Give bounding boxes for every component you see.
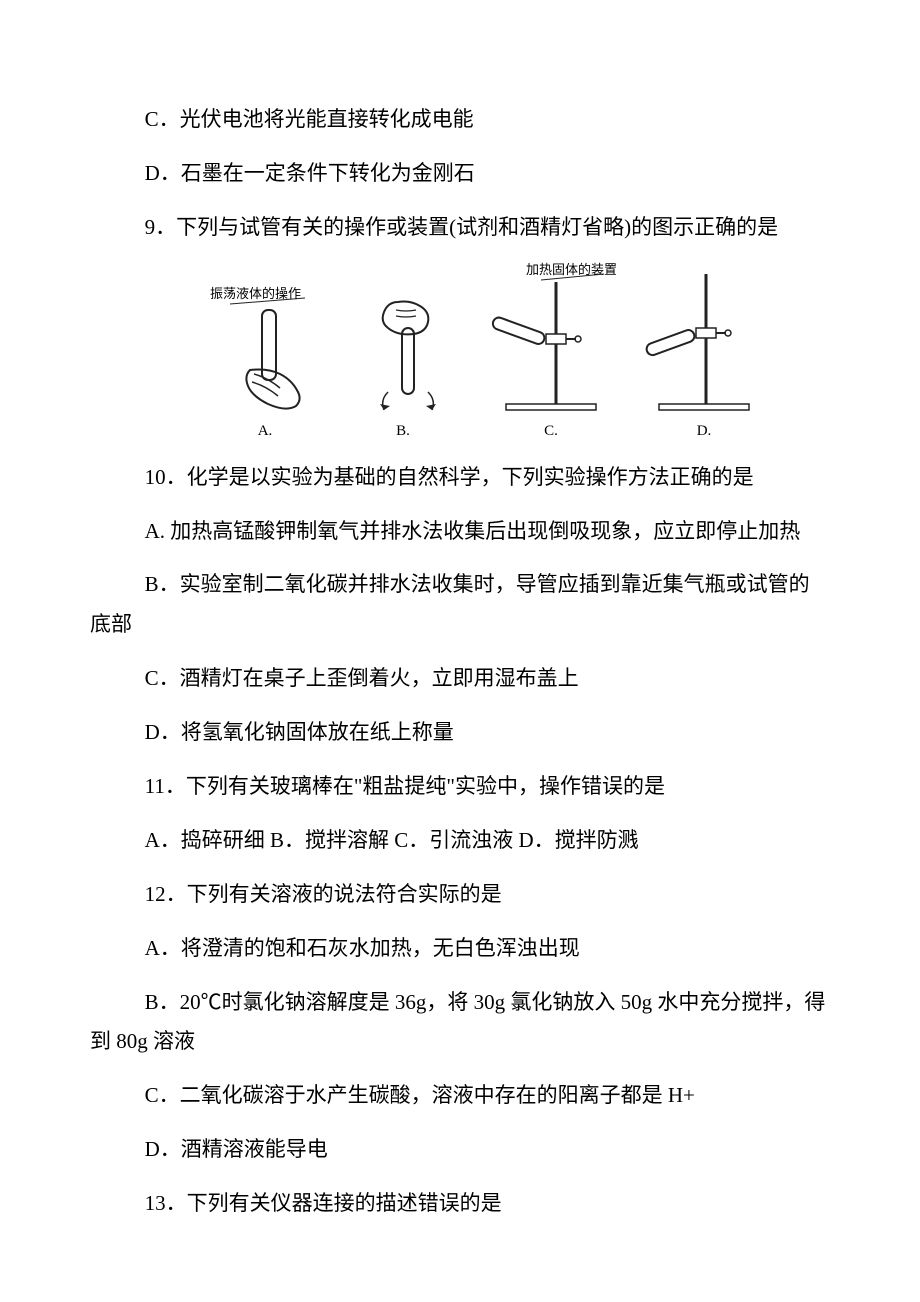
diagram-a: 振荡液体的操作 A. [210,282,320,440]
stand-clamp-tilt-icon [644,262,764,417]
q10-option-c: C．酒精灯在桌子上歪倒着火，立即用湿布盖上 [90,659,830,699]
stand-clamp-icon: 加热固体的装置 [486,262,616,417]
q12-option-b: B．20℃时氯化钠溶解度是 36g，将 30g 氯化钠放入 50g 水中充分搅拌… [90,983,830,1063]
q9-figure: 振荡液体的操作 A. [210,262,830,440]
q12-option-a: A．将澄清的饱和石灰水加热，无白色浑浊出现 [90,929,830,969]
diagram-d: D. [644,262,764,440]
diagram-c-label: C. [544,423,558,440]
diagram-row: 振荡液体的操作 A. [210,262,830,440]
diagram-b: B. [348,282,458,440]
q11-stem: 11．下列有关玻璃棒在"粗盐提纯"实验中，操作错误的是 [90,767,830,807]
option-c-line: C．光伏电池将光能直接转化成电能 [90,100,830,140]
q10-option-a: A. 加热高锰酸钾制氧气并排水法收集后出现倒吸现象，应立即停止加热 [90,512,830,552]
q10-option-d: D．将氢氧化钠固体放在纸上称量 [90,713,830,753]
q10-option-b: B．实验室制二氧化碳并排水法收集时，导管应插到靠近集气瓶或试管的底部 [90,565,830,645]
q12-option-c: C．二氧化碳溶于水产生碳酸，溶液中存在的阳离子都是 H+ [90,1076,830,1116]
diagram-a-annotation: 振荡液体的操作 [210,286,301,301]
diagram-d-label: D. [697,423,712,440]
q12-option-d: D．酒精溶液能导电 [90,1130,830,1170]
q10-stem: 10．化学是以实验为基础的自然科学，下列实验操作方法正确的是 [90,458,830,498]
option-d-line: D．石墨在一定条件下转化为金刚石 [90,154,830,194]
q12-stem: 12．下列有关溶液的说法符合实际的是 [90,875,830,915]
diagram-c: 加热固体的装置 C. [486,262,616,440]
q9-stem: 9．下列与试管有关的操作或装置(试剂和酒精灯省略)的图示正确的是 [90,208,830,248]
q13-stem: 13．下列有关仪器连接的描述错误的是 [90,1184,830,1224]
q11-options: A．捣碎研细 B．搅拌溶解 C．引流浊液 D．搅拌防溅 [90,821,830,861]
hand-tube-icon: 振荡液体的操作 [210,282,320,417]
diagram-c-annotation: 加热固体的装置 [526,262,616,277]
diagram-b-label: B. [396,423,410,440]
diagram-a-label: A. [258,423,273,440]
hand-tube-shake-icon [348,282,458,417]
